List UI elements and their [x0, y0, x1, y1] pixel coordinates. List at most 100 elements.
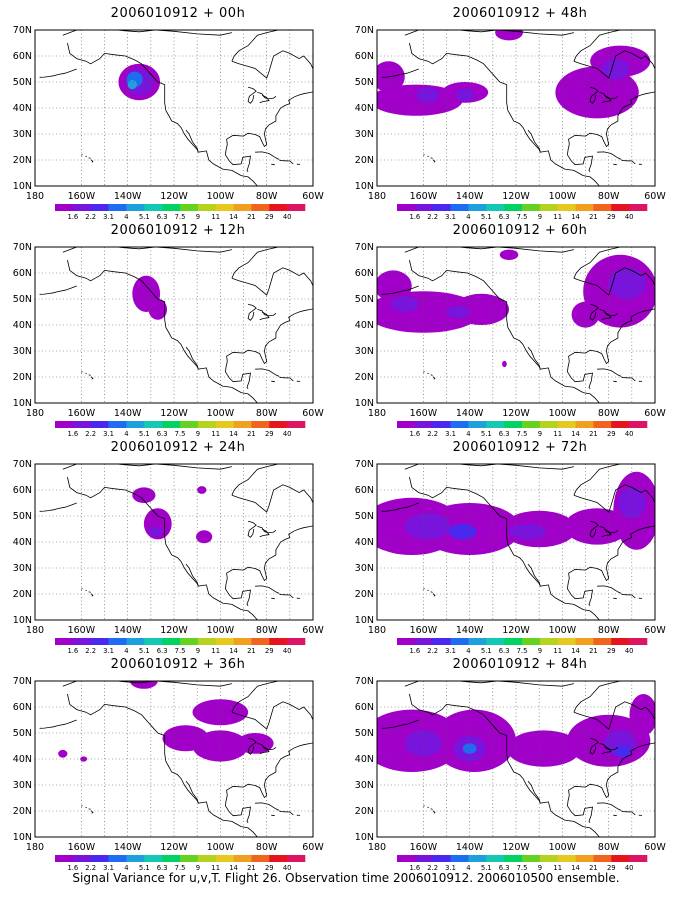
colorbar-swatch [414, 421, 434, 428]
colorbar-swatch [450, 638, 469, 645]
coastline [226, 742, 313, 799]
coastline [573, 50, 655, 79]
coastline [259, 528, 270, 538]
colorbar-swatch [162, 638, 181, 645]
colorbar-swatch [468, 638, 487, 645]
colorbar-swatch [126, 638, 145, 645]
colorbar-label: 3.1 [445, 647, 456, 655]
colorbar-swatch [251, 204, 270, 211]
lat-tick-label: 20N [13, 155, 32, 166]
lat-tick-label: 30N [13, 563, 32, 574]
colorbar-label: 7.5 [517, 864, 528, 872]
coastline [381, 502, 419, 512]
lon-tick-label: 80W [598, 625, 620, 636]
coastline [381, 719, 419, 729]
plot-frame [34, 680, 314, 838]
figure-caption: Signal Variance for u,v,T. Flight 26. Ob… [72, 871, 620, 885]
coastline [599, 526, 619, 534]
colorbar-label: 7.5 [175, 647, 186, 655]
colorbar-label: 2.2 [85, 647, 96, 655]
lat-tick-label: 70N [355, 242, 374, 253]
coastline [231, 267, 313, 296]
colorbar-label: 9 [196, 647, 200, 655]
colorbar-swatch [557, 421, 576, 428]
lat-tick-label: 60N [13, 485, 32, 496]
coastline [185, 780, 199, 804]
colorbar-swatch [539, 204, 559, 211]
signal-contour [127, 79, 137, 90]
coastline [599, 309, 619, 317]
signal-contour [446, 305, 470, 319]
lat-tick-label: 70N [13, 25, 32, 36]
lon-tick-label: 100W [549, 191, 577, 202]
lat-tick-label: 20N [13, 806, 32, 817]
colorbar-swatch [557, 855, 576, 862]
colorbar-label: 21 [589, 213, 598, 221]
map-panel-48h: 2006010912 + 48h 180 160W 140W 120W 100W 80W 6… [350, 6, 690, 222]
coastline [231, 30, 279, 62]
colorbar-swatch [486, 855, 505, 862]
lon-tick-label: 160W [410, 408, 438, 419]
colorbar-label: 6.3 [157, 647, 168, 655]
colorbar-label: 29 [265, 430, 274, 438]
colorbar-swatch [108, 638, 127, 645]
coastline [255, 368, 280, 377]
colorbar-label: 4 [124, 647, 128, 655]
colorbar-label: 2.2 [427, 647, 438, 655]
colorbar-swatch [180, 204, 199, 211]
lon-tick-label: 140W [114, 191, 142, 202]
coastline [409, 259, 600, 403]
lat-tick-label: 60N [355, 268, 374, 279]
signal-contour [148, 526, 163, 537]
colorbar-swatch [468, 421, 487, 428]
signal-contour [416, 87, 440, 103]
lat-tick-label: 10N [355, 398, 374, 409]
panel-title: 2006010912 + 24h [110, 440, 246, 455]
coastline [566, 144, 593, 172]
map-panel-00h: 2006010912 + 00h 180 160W 140W 120W 100W 80W 6… [8, 6, 348, 222]
coastline [255, 151, 280, 160]
colorbar-swatch [269, 421, 288, 428]
coastline [88, 374, 91, 376]
coastline [430, 808, 433, 810]
colorbar-label: 5.1 [139, 647, 150, 655]
coastline [573, 484, 655, 513]
coastline [39, 719, 77, 729]
colorbar-label: 40 [283, 647, 292, 655]
coastline [601, 528, 612, 538]
coastline [613, 163, 617, 166]
lon-tick-label: 60W [644, 191, 666, 202]
colorbar-label: 1.6 [67, 647, 78, 655]
lat-tick-label: 50N [355, 511, 374, 522]
colorbar-label: 7.5 [517, 430, 528, 438]
lon-tick-label: 180 [26, 625, 44, 636]
coastline [432, 810, 436, 814]
colorbar-swatch [90, 421, 109, 428]
colorbar-label: 14 [229, 864, 238, 872]
lon-tick-label: 80W [256, 408, 278, 419]
signal-contour [455, 88, 475, 102]
colorbar-label: 5.1 [481, 213, 492, 221]
coastline [381, 68, 419, 78]
lat-tick-label: 10N [13, 832, 32, 843]
coastline [39, 68, 77, 78]
lon-tick-label: 100W [207, 842, 235, 853]
coastline [409, 476, 600, 620]
colorbar-label: 1.6 [409, 647, 420, 655]
colorbar-swatch [397, 421, 416, 428]
coastline [404, 681, 574, 687]
colorbar-label: 14 [229, 647, 238, 655]
lat-tick-label: 30N [13, 129, 32, 140]
panel-title: 2006010912 + 12h [110, 223, 246, 238]
lat-tick-label: 50N [355, 728, 374, 739]
colorbar-label: 7.5 [175, 864, 186, 872]
coastline [279, 811, 294, 816]
coastline [259, 745, 270, 755]
colorbar-swatch [504, 204, 523, 211]
coastline [231, 701, 313, 730]
colorbar-swatch [432, 855, 451, 862]
lat-tick-label: 60N [355, 702, 374, 713]
colorbar-swatch [504, 855, 523, 862]
lat-tick-label: 30N [355, 129, 374, 140]
lon-tick-label: 100W [549, 625, 577, 636]
